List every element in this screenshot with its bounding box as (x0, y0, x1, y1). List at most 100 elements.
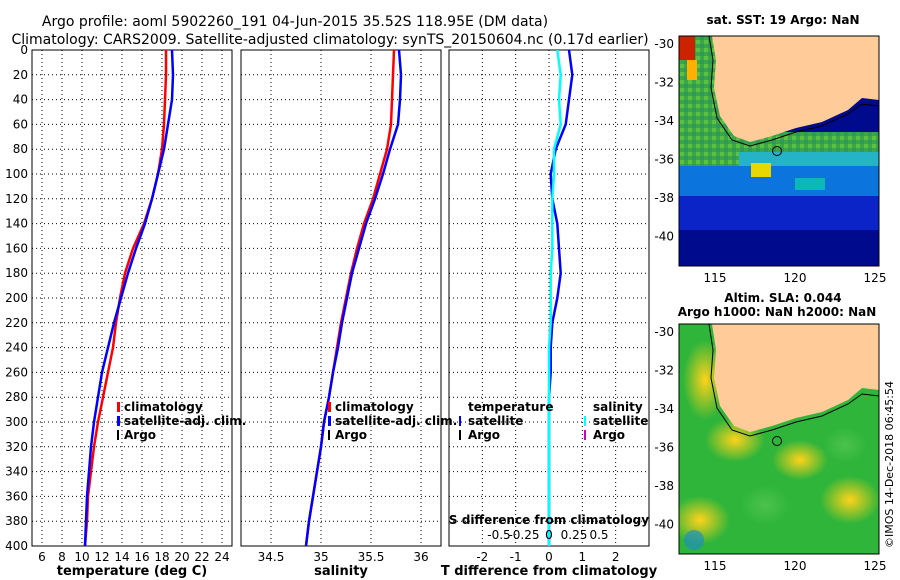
x-tick-label: 18 (154, 550, 169, 564)
x-tick-label: 14 (114, 550, 129, 564)
temperature-xlabel: temperature (deg C) (57, 564, 207, 579)
map-y-tick-label: -36 (654, 441, 674, 455)
series-layer (83, 49, 574, 547)
x-tick-label: 22 (194, 550, 209, 564)
map-y-tick-label: -32 (654, 76, 674, 90)
x-tick-label: 2 (612, 550, 620, 564)
sst-land (712, 36, 879, 142)
map-y-tick-label: -38 (654, 191, 674, 205)
y-tick-label: 200 (5, 291, 28, 305)
sst-warm-patch (687, 60, 697, 80)
x-tick-label: 8 (58, 550, 66, 564)
legend-label-temp-satellite: satellite (468, 414, 523, 428)
legend-swatch-sal-satellite (584, 416, 586, 426)
sst-map-frame (678, 35, 880, 267)
y-tick-label: 340 (5, 465, 28, 479)
legend-label-temp-argo: Argo (468, 428, 500, 442)
legend-label-satellite: satellite-adj. clim. (124, 414, 246, 428)
title-line1: Argo profile: aoml 5902260_191 04-Jun-20… (42, 14, 548, 30)
legend-label-argo: Argo (124, 428, 156, 442)
sla-low-spot (684, 530, 704, 550)
map-y-tick-label: -30 (654, 325, 674, 339)
x-tick-label: 35 (313, 550, 328, 564)
difference-xlabel: T difference from climatology (441, 564, 658, 579)
y-tick-label: 320 (5, 440, 28, 454)
x2-tick-label: 0.5 (589, 528, 608, 542)
y-tick-label: 140 (5, 217, 28, 231)
x-tick-label: 0 (545, 550, 553, 564)
y-tick-label: 280 (5, 390, 28, 404)
y-tick-label: 180 (5, 266, 28, 280)
sst-hot-patch (679, 36, 695, 60)
map-x-tick-label: 125 (864, 559, 887, 573)
legend-label-satellite: satellite-adj. clim. (335, 414, 457, 428)
difference-legend: temperature salinity satellite Argo sate… (459, 400, 648, 442)
y-tick-label: 20 (13, 68, 28, 82)
sst-map (678, 35, 880, 267)
y-tick-label: 0 (20, 43, 28, 57)
y-tick-label: 380 (5, 514, 28, 528)
x-tick-label: 10 (74, 550, 89, 564)
difference-xlabel2: S difference from climatology (449, 513, 649, 527)
x-tick-label: 6 (38, 550, 46, 564)
temperature-legend: climatology satellite-adj. clim. Argo (117, 400, 246, 442)
sla-isobath (708, 324, 879, 437)
x2-tick-label: -0.5 (487, 528, 510, 542)
x-tick-label: 35.5 (358, 550, 385, 564)
map-y-tick-label: -40 (654, 518, 674, 532)
sla-blob (820, 476, 879, 524)
y-tick-label: 360 (5, 489, 28, 503)
x-tick-label: 36 (413, 550, 428, 564)
sla-map-title-1: Altim. SLA: 0.044 (724, 291, 841, 305)
sla-map (678, 323, 880, 555)
sla-blob (740, 485, 790, 525)
legend-swatch-sal-argo (584, 430, 586, 440)
legend-label-climatology: climatology (335, 400, 414, 414)
sla-tick-labels: -30 -32 -34 -36 -38 -40 115 120 125 (654, 325, 886, 573)
legend-swatch-temp-argo (459, 430, 461, 440)
x2-tick-label: -0.25 (508, 528, 539, 542)
map-x-tick-label: 125 (864, 271, 887, 285)
title-line2: Climatology: CARS2009. Satellite-adjuste… (11, 32, 648, 48)
legend-swatch-satellite (117, 416, 120, 426)
x-tick-label: -2 (476, 550, 488, 564)
y-tick-label: 100 (5, 167, 28, 181)
legend-label-climatology: climatology (124, 400, 203, 414)
legend-swatch-satellite (328, 416, 331, 426)
y-tick-label: 300 (5, 415, 28, 429)
x2-tick-label: 0.25 (561, 528, 588, 542)
x-tick-label: 34.5 (258, 550, 285, 564)
legend-swatch-argo (117, 430, 119, 440)
legend-label-sal-argo: Argo (593, 428, 625, 442)
map-y-tick-label: -32 (654, 364, 674, 378)
sst-cyan-patch (795, 178, 825, 190)
legend-title-temperature: temperature (468, 400, 553, 414)
y-tick-label: 240 (5, 341, 28, 355)
map-y-tick-label: -30 (654, 37, 674, 51)
series-line-satellite-adj-clim- (83, 49, 175, 547)
sla-argo-location (772, 436, 782, 446)
y-tick-label: 120 (5, 192, 28, 206)
legend-label-argo: Argo (335, 428, 367, 442)
map-x-tick-label: 120 (784, 559, 807, 573)
sst-yellow-patch (751, 163, 771, 177)
sst-isobath (708, 36, 879, 147)
y-tick-label: 160 (5, 241, 28, 255)
y-tick-label: 220 (5, 316, 28, 330)
legend-swatch-argo (328, 430, 330, 440)
x-tick-label: 1 (579, 550, 587, 564)
x-tick-label: -1 (510, 550, 522, 564)
y-tick-label: 80 (13, 142, 28, 156)
x2-tick-label: 0 (545, 528, 553, 542)
sla-blob (772, 440, 828, 480)
map-y-tick-label: -40 (654, 230, 674, 244)
y-tick-label: 40 (13, 93, 28, 107)
legend-swatch-climatology (328, 402, 331, 412)
map-x-tick-label: 120 (784, 271, 807, 285)
sst-tick-labels: -30 -32 -34 -36 -38 -40 115 120 125 (654, 37, 886, 285)
salinity-xlabel: salinity (314, 564, 368, 579)
sla-land (712, 324, 879, 432)
y-tick-label: 260 (5, 365, 28, 379)
map-y-tick-label: -34 (654, 402, 674, 416)
